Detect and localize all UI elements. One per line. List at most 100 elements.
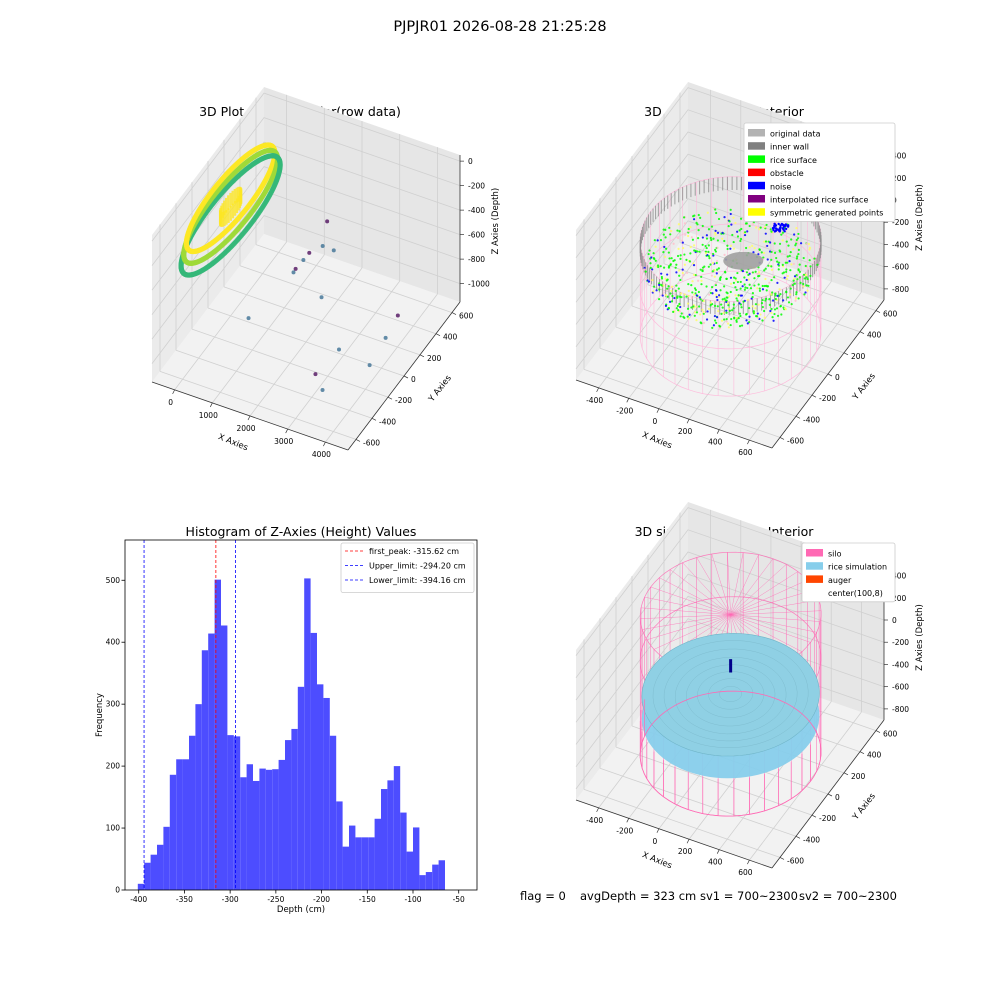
surface-point bbox=[777, 261, 781, 264]
histogram-bar-15 bbox=[233, 736, 241, 890]
surface-point bbox=[707, 244, 710, 247]
silo-roof-line bbox=[669, 569, 731, 615]
noise-point bbox=[772, 228, 775, 232]
surface-point bbox=[747, 278, 750, 281]
surface-point bbox=[721, 298, 724, 301]
surface-point bbox=[675, 271, 678, 274]
x-tick-label: 1000 bbox=[199, 411, 218, 420]
histogram-bar-35 bbox=[361, 837, 369, 890]
y-tick bbox=[795, 415, 801, 419]
z-tick-label: -400 bbox=[892, 240, 909, 249]
surface-point bbox=[753, 284, 756, 287]
surface-point bbox=[698, 305, 701, 308]
x-tick bbox=[323, 441, 326, 447]
histogram-bar-44 bbox=[419, 875, 426, 890]
surface-point bbox=[731, 233, 734, 237]
surface-point bbox=[719, 289, 722, 292]
surface-point bbox=[770, 278, 773, 282]
surface-point bbox=[687, 283, 690, 286]
histogram-bar-38 bbox=[381, 789, 388, 890]
x-tick-label: -200 bbox=[616, 826, 633, 835]
surface-point bbox=[699, 298, 702, 301]
legend-label-0: silo bbox=[828, 550, 842, 559]
noise-point bbox=[771, 226, 775, 230]
histogram-bar-26 bbox=[304, 578, 311, 890]
surface-point bbox=[653, 239, 656, 242]
y-tick-label: 200 bbox=[427, 354, 442, 363]
surface-point bbox=[693, 314, 696, 317]
surface-point bbox=[748, 315, 751, 318]
y-tick bbox=[827, 373, 833, 377]
y-tick-label: 600 bbox=[883, 730, 898, 739]
surface-point bbox=[786, 277, 789, 280]
surface-point bbox=[735, 288, 738, 292]
surface-point bbox=[712, 237, 715, 240]
surface-point bbox=[788, 254, 791, 257]
raw-point bbox=[245, 203, 252, 209]
surface-point bbox=[664, 293, 668, 297]
surface-point bbox=[715, 272, 718, 275]
silo-roof-line bbox=[730, 552, 744, 615]
surface-point bbox=[696, 223, 699, 226]
noise-point bbox=[784, 227, 788, 231]
surface-point bbox=[739, 280, 742, 284]
y-tick-label: -600 bbox=[787, 436, 804, 445]
surface-point bbox=[679, 305, 682, 309]
surface-point bbox=[714, 250, 717, 253]
noise-point bbox=[787, 224, 790, 227]
surface-point bbox=[669, 292, 672, 295]
surface-point bbox=[785, 240, 788, 243]
surface-point bbox=[658, 288, 661, 291]
surface-point bbox=[719, 276, 722, 279]
legend-label-2: Lower_limit: -394.16 cm bbox=[369, 576, 466, 585]
surface-point bbox=[796, 240, 799, 244]
z-tick-label: -200 bbox=[892, 218, 909, 227]
y-tick-label: -400 bbox=[803, 835, 820, 844]
raw-outlier-point bbox=[395, 313, 400, 318]
histogram-bar-0 bbox=[137, 883, 145, 890]
histogram-bar-18 bbox=[253, 780, 260, 890]
surface-point bbox=[746, 298, 750, 301]
surface-point bbox=[786, 255, 789, 258]
surface-point bbox=[659, 265, 662, 268]
raw-outlier-point bbox=[320, 243, 325, 248]
surface-point bbox=[734, 311, 737, 314]
surface-point bbox=[682, 216, 686, 219]
surface-point bbox=[722, 311, 725, 315]
surface-point bbox=[768, 290, 771, 293]
surface-point bbox=[723, 216, 726, 219]
histogram-bar-47 bbox=[438, 860, 445, 890]
z-tick-label: -600 bbox=[892, 263, 909, 272]
surface-point bbox=[657, 298, 661, 301]
surface-point bbox=[683, 293, 686, 296]
surface-point bbox=[755, 226, 758, 229]
surface-point bbox=[667, 306, 670, 310]
subplot-histogram: Histogram of Z-Axies (Height) Values -400… bbox=[95, 524, 478, 915]
z-tick-label: 0 bbox=[892, 616, 897, 625]
surface-point bbox=[670, 300, 674, 303]
legend-swatch-0 bbox=[806, 549, 823, 557]
surface-point bbox=[739, 237, 743, 241]
surface-point bbox=[690, 284, 693, 287]
surface-point bbox=[761, 305, 764, 309]
surface-point bbox=[715, 295, 718, 299]
silo-roof-line bbox=[711, 553, 731, 615]
y-tick-label: 400 bbox=[867, 751, 882, 760]
surface-point bbox=[695, 305, 698, 308]
surface-point bbox=[768, 281, 771, 284]
surface-point bbox=[772, 319, 775, 322]
surface-point bbox=[677, 287, 680, 290]
surface-point bbox=[761, 319, 764, 322]
surface-point bbox=[679, 257, 682, 261]
surface-point bbox=[664, 304, 668, 307]
histogram-bar-41 bbox=[400, 812, 407, 890]
noise-point bbox=[783, 230, 786, 233]
surface-point bbox=[728, 309, 732, 312]
surface-point bbox=[682, 273, 685, 277]
surface-point bbox=[725, 277, 728, 280]
surface-point bbox=[727, 225, 730, 228]
surface-point bbox=[745, 312, 748, 316]
surface-point bbox=[714, 208, 717, 211]
legend-swatch-0 bbox=[748, 129, 765, 137]
histogram-bar-46 bbox=[432, 864, 439, 890]
